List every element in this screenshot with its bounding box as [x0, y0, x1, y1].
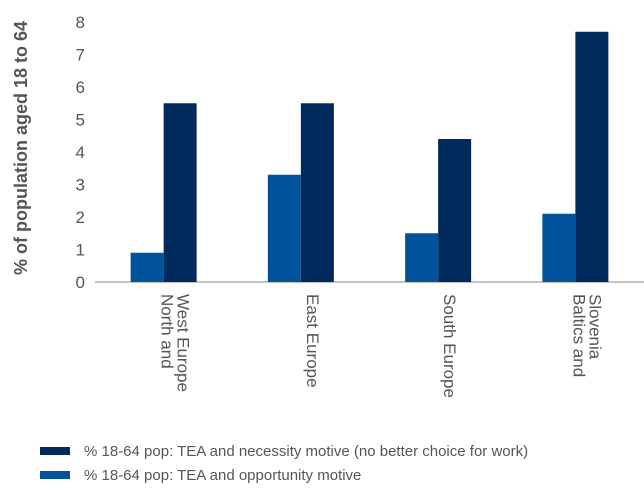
legend-swatch-opportunity — [40, 471, 70, 479]
x-axis: North andWest Europe East Europe South Eur… — [158, 294, 605, 398]
bar-opportunity — [267, 174, 301, 282]
y-tick-label: 3 — [76, 176, 85, 195]
bar-opportunity — [130, 252, 164, 282]
bar-opportunity — [542, 213, 576, 282]
y-tick-label: 7 — [76, 46, 85, 65]
bar-necessity — [575, 31, 609, 282]
legend-swatch-necessity — [40, 447, 70, 455]
bar-necessity — [163, 103, 197, 282]
bar-opportunity — [405, 233, 439, 282]
x-tick-label: South Europe — [440, 294, 459, 398]
x-tick-label: East Europe — [303, 294, 322, 388]
y-tick-label: 4 — [76, 143, 85, 162]
legend: % 18-64 pop: TEA and necessity motive (n… — [40, 440, 528, 488]
x-tick-label: North andWest Europe — [158, 294, 193, 392]
legend-item-necessity: % 18-64 pop: TEA and necessity motive (n… — [40, 440, 528, 462]
y-tick-label: 5 — [76, 111, 85, 130]
bar-necessity — [438, 139, 472, 282]
y-tick-label: 1 — [76, 241, 85, 260]
legend-label-opportunity: % 18-64 pop: TEA and opportunity motive — [84, 466, 362, 484]
bar-necessity — [300, 103, 334, 282]
y-axis-label: % of population aged 18 to 64 — [11, 21, 31, 275]
y-tick-label: 0 — [76, 273, 85, 292]
y-tick-label: 2 — [76, 208, 85, 227]
legend-item-opportunity: % 18-64 pop: TEA and opportunity motive — [40, 464, 528, 486]
legend-label-necessity: % 18-64 pop: TEA and necessity motive (n… — [84, 442, 529, 460]
x-tick-label: Baltics andSlovenia — [569, 294, 604, 377]
bars — [130, 31, 609, 282]
y-tick-label: 6 — [76, 78, 85, 97]
y-tick-label: 8 — [76, 13, 85, 32]
